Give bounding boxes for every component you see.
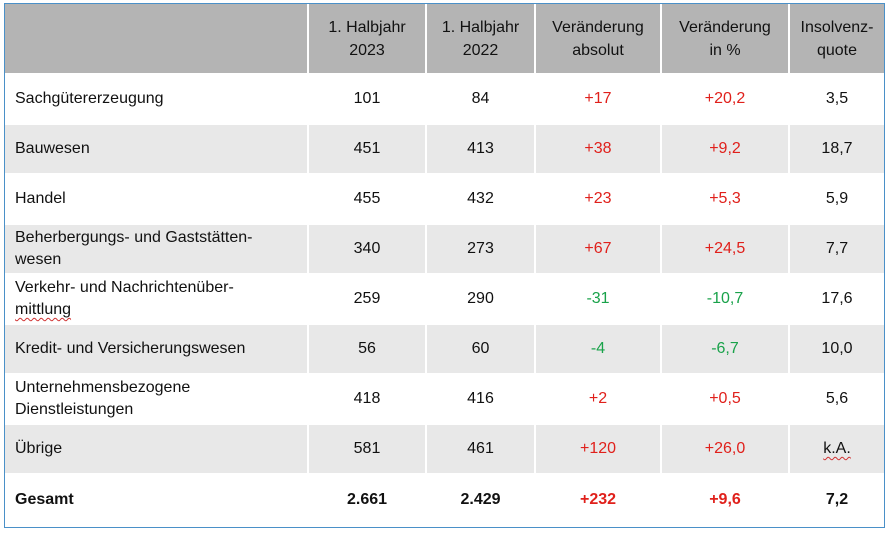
table-row: Beherbergungs- und Gaststätten-wesen 340… bbox=[5, 225, 884, 275]
table-row: Kredit- und Versicherungswesen 56 60 -4 … bbox=[5, 325, 884, 375]
value-2022: 416 bbox=[425, 375, 534, 425]
header-change-percent: Veränderung in % bbox=[660, 4, 788, 75]
insolvency-rate: k.A. bbox=[788, 425, 884, 475]
value-2022: 413 bbox=[425, 125, 534, 175]
change-percent: +26,0 bbox=[660, 425, 788, 475]
sector-label: Unternehmensbezogene Dienstleistungen bbox=[5, 375, 307, 425]
insolvency-rate: 5,6 bbox=[788, 375, 884, 425]
change-percent: +9,2 bbox=[660, 125, 788, 175]
value-2023: 101 bbox=[307, 75, 425, 125]
change-absolute: +120 bbox=[534, 425, 660, 475]
value-2022: 60 bbox=[425, 325, 534, 375]
header-insolvency-rate: Insolvenz-quote bbox=[788, 4, 884, 75]
value-2023: 455 bbox=[307, 175, 425, 225]
change-percent: +24,5 bbox=[660, 225, 788, 275]
insolvency-rate: 17,6 bbox=[788, 275, 884, 325]
value-2022: 290 bbox=[425, 275, 534, 325]
total-label: Gesamt bbox=[5, 475, 307, 527]
table-row: Bauwesen 451 413 +38 +9,2 18,7 bbox=[5, 125, 884, 175]
sector-label: Beherbergungs- und Gaststätten-wesen bbox=[5, 225, 307, 275]
sector-label: Kredit- und Versicherungswesen bbox=[5, 325, 307, 375]
header-sector bbox=[5, 4, 307, 75]
table-row: Verkehr- und Nachrichtenüber-mittlung 25… bbox=[5, 275, 884, 325]
table-row: Handel 455 432 +23 +5,3 5,9 bbox=[5, 175, 884, 225]
total-change-absolute: +232 bbox=[534, 475, 660, 527]
header-h1-2022: 1. Halbjahr 2022 bbox=[425, 4, 534, 75]
value-2023: 340 bbox=[307, 225, 425, 275]
header-h1-2023: 1. Halbjahr 2023 bbox=[307, 4, 425, 75]
sector-label: Übrige bbox=[5, 425, 307, 475]
sector-label: Handel bbox=[5, 175, 307, 225]
sector-label: Bauwesen bbox=[5, 125, 307, 175]
total-2023: 2.661 bbox=[307, 475, 425, 527]
header-change-absolute: Veränderung absolut bbox=[534, 4, 660, 75]
insolvency-rate: 10,0 bbox=[788, 325, 884, 375]
table-frame: 1. Halbjahr 2023 1. Halbjahr 2022 Veränder… bbox=[4, 3, 885, 528]
table-row: Sachgütererzeugung 101 84 +17 +20,2 3,5 bbox=[5, 75, 884, 125]
insolvency-rate: 7,7 bbox=[788, 225, 884, 275]
change-absolute: -31 bbox=[534, 275, 660, 325]
total-change-percent: +9,6 bbox=[660, 475, 788, 527]
value-2023: 418 bbox=[307, 375, 425, 425]
table-row: Unternehmensbezogene Dienstleistungen 418… bbox=[5, 375, 884, 425]
change-percent: +20,2 bbox=[660, 75, 788, 125]
total-row: Gesamt 2.661 2.429 +232 +9,6 7,2 bbox=[5, 475, 884, 527]
change-percent: -6,7 bbox=[660, 325, 788, 375]
change-percent: +0,5 bbox=[660, 375, 788, 425]
change-absolute: +23 bbox=[534, 175, 660, 225]
change-percent: -10,7 bbox=[660, 275, 788, 325]
insolvency-table: 1. Halbjahr 2023 1. Halbjahr 2022 Veränder… bbox=[5, 4, 884, 527]
insolvency-rate: 5,9 bbox=[788, 175, 884, 225]
sector-label: Verkehr- und Nachrichtenüber-mittlung bbox=[5, 275, 307, 325]
insolvency-rate: 18,7 bbox=[788, 125, 884, 175]
spellcheck-mark: mittlung bbox=[15, 301, 72, 318]
change-absolute: -4 bbox=[534, 325, 660, 375]
value-2022: 432 bbox=[425, 175, 534, 225]
total-insolvency-rate: 7,2 bbox=[788, 475, 884, 527]
change-percent: +5,3 bbox=[660, 175, 788, 225]
total-2022: 2.429 bbox=[425, 475, 534, 527]
sector-label: Sachgütererzeugung bbox=[5, 75, 307, 125]
spellcheck-mark: k.A. bbox=[823, 440, 851, 457]
value-2022: 461 bbox=[425, 425, 534, 475]
change-absolute: +2 bbox=[534, 375, 660, 425]
change-absolute: +67 bbox=[534, 225, 660, 275]
value-2023: 56 bbox=[307, 325, 425, 375]
value-2023: 259 bbox=[307, 275, 425, 325]
change-absolute: +38 bbox=[534, 125, 660, 175]
value-2023: 581 bbox=[307, 425, 425, 475]
change-absolute: +17 bbox=[534, 75, 660, 125]
table-row: Übrige 581 461 +120 +26,0 k.A. bbox=[5, 425, 884, 475]
value-2023: 451 bbox=[307, 125, 425, 175]
value-2022: 84 bbox=[425, 75, 534, 125]
value-2022: 273 bbox=[425, 225, 534, 275]
header-row: 1. Halbjahr 2023 1. Halbjahr 2022 Veränder… bbox=[5, 4, 884, 75]
insolvency-rate: 3,5 bbox=[788, 75, 884, 125]
